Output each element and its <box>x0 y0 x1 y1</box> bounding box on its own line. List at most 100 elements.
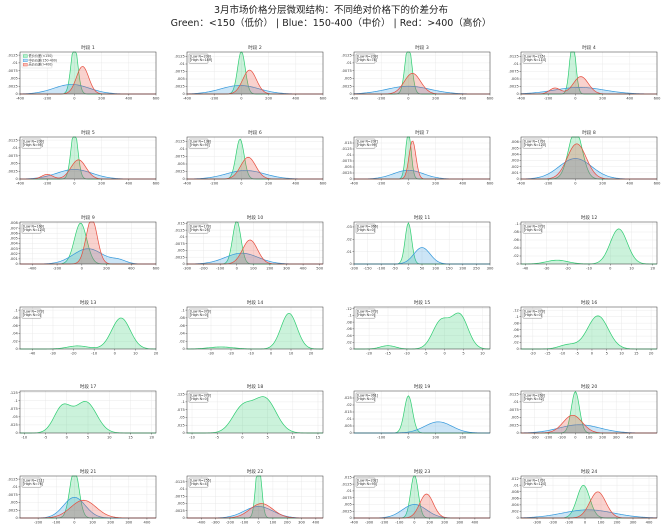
y-tick-label: .01 <box>12 146 18 150</box>
y-tick-label: .0075 <box>342 496 352 500</box>
x-tick-label: -100 <box>52 521 61 524</box>
y-tick-label: .12 <box>346 307 352 311</box>
count-note-box <box>188 392 209 403</box>
x-tick-label: 100 <box>269 521 277 524</box>
y-tick-label: .12 <box>513 308 519 312</box>
density-area-mid <box>354 504 490 518</box>
legend-swatch <box>23 54 28 58</box>
x-tick-label: -100 <box>565 521 574 524</box>
y-tick-label: .01 <box>346 250 352 254</box>
axes-frame <box>353 136 491 180</box>
y-tick-label: .0125 <box>175 55 185 59</box>
x-tick-label: -400 <box>28 267 37 271</box>
y-tick-label: .04 <box>12 332 18 336</box>
y-tick-label: .0075 <box>175 155 185 159</box>
y-tick-label: .06 <box>346 327 352 331</box>
x-tick-label: -20 <box>366 352 373 356</box>
y-tick-label: .01 <box>346 61 352 65</box>
count-note-text: [High N=4] <box>190 482 208 486</box>
y-tick-label: .08 <box>513 230 519 234</box>
x-tick-label: 400 <box>125 182 133 186</box>
panel-24: 时段 24 -300 -200 -100 0 100 200 300 400 0 .002 .004.… <box>511 468 658 524</box>
x-tick-label: 200 <box>266 267 274 271</box>
x-tick-label: -10 <box>248 352 255 356</box>
x-tick-label: -200 <box>53 267 62 271</box>
y-tick-label: 0 <box>350 177 353 181</box>
panel-title: 时段 6 <box>248 129 262 136</box>
count-note-box <box>355 392 376 403</box>
count-note-text: [Low N=170] <box>524 139 545 143</box>
x-tick-label: 300 <box>283 267 291 271</box>
x-tick-label: 200 <box>265 182 273 186</box>
count-note-text: [Low N=202] <box>357 478 378 482</box>
panel-21: 时段 21 -200 -100 0 100 200 300 400 0 .0025 .005 .007… <box>8 468 157 524</box>
x-tick-label: 200 <box>265 97 273 101</box>
y-tick-label: .06 <box>179 324 185 328</box>
y-tick-label: .0075 <box>509 408 519 412</box>
x-tick-label: -5 <box>575 352 579 356</box>
count-note-box <box>522 308 543 319</box>
x-tick-label: 10 <box>133 352 138 356</box>
y-tick-label: .01 <box>513 483 519 487</box>
y-tick-label: .015 <box>344 476 352 480</box>
x-tick-label: 200 <box>432 97 440 101</box>
count-note-text: [High N=25] <box>190 228 210 232</box>
y-tick-label: .02 <box>513 254 519 258</box>
axes-frame <box>19 306 157 350</box>
count-note-text: [High N=95] <box>23 143 43 147</box>
y-tick-label: .01 <box>346 489 352 493</box>
y-tick-label: .1 <box>515 315 518 319</box>
x-tick-label: 0 <box>444 352 447 356</box>
x-tick-label: -200 <box>34 521 43 524</box>
y-tick-label: .08 <box>12 316 18 320</box>
y-tick-label: .0075 <box>8 493 18 497</box>
x-tick-label: 0 <box>407 182 410 186</box>
y-tick-label: 0 <box>183 516 186 520</box>
x-tick-label: 400 <box>626 182 634 186</box>
y-tick-label: .0075 <box>8 154 18 158</box>
x-tick-label: 0 <box>73 182 76 186</box>
y-tick-label: .0025 <box>175 85 185 89</box>
panel-title: 时段 20 <box>581 383 598 390</box>
y-tick-label: .06 <box>12 324 18 328</box>
y-tick-label: .006 <box>10 231 19 235</box>
y-tick-label: 0 <box>183 347 186 351</box>
x-tick-label: 300 <box>630 521 638 524</box>
count-note-box <box>522 138 543 149</box>
density-area-mid <box>187 506 323 518</box>
x-tick-label: 400 <box>144 521 152 524</box>
panel-title: 时段 23 <box>414 468 431 475</box>
density-area-high <box>20 159 156 179</box>
density-area-low <box>521 315 657 349</box>
y-tick-label: 0 <box>16 177 19 181</box>
axes-frame <box>19 51 157 95</box>
count-note-text: [High N=0] <box>23 313 41 317</box>
panel-title: 时段 8 <box>582 129 596 136</box>
x-tick-label: 5 <box>266 436 268 440</box>
count-note-text: [Low N=138] <box>190 139 211 143</box>
y-tick-label: .006 <box>511 497 520 501</box>
x-tick-label: 400 <box>125 97 133 101</box>
x-tick-label: 0 <box>574 97 577 101</box>
y-tick-label: .125 <box>10 391 18 395</box>
density-area-low <box>521 228 657 264</box>
y-tick-label: .01 <box>513 400 519 404</box>
y-tick-label: 0 <box>517 347 520 351</box>
y-tick-label: .0125 <box>175 140 185 144</box>
count-note-text: [Low N=373] <box>357 309 378 313</box>
y-tick-label: .0125 <box>342 147 352 151</box>
panel-title: 时段 3 <box>415 44 429 51</box>
x-tick-label: -10 <box>21 436 28 440</box>
y-tick-label: .0025 <box>175 170 185 174</box>
density-area-mid <box>20 497 156 518</box>
x-tick-label: 600 <box>487 97 495 101</box>
x-tick-label: -400 <box>183 182 192 186</box>
density-area-high <box>187 503 323 518</box>
y-tick-label: .005 <box>10 501 18 505</box>
y-tick-label: 0 <box>16 262 19 266</box>
axes-frame <box>19 221 157 265</box>
x-tick-label: 0 <box>73 97 76 101</box>
x-tick-label: 5 <box>87 436 89 440</box>
y-tick-label: .0125 <box>175 228 185 232</box>
axes-frame <box>186 136 324 180</box>
